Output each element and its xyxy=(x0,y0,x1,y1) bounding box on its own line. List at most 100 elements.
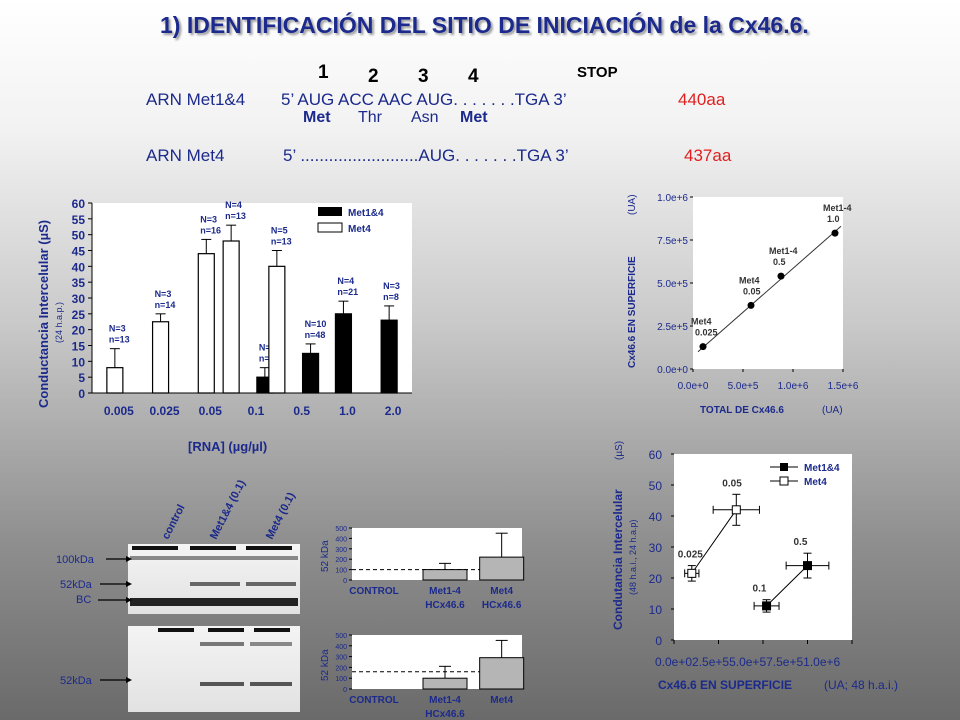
series-line xyxy=(691,509,737,574)
bar-n-label: n=14 xyxy=(155,300,176,310)
point-label: Met1-4 xyxy=(823,203,852,213)
legend-label: Met1&4 xyxy=(804,463,840,474)
plot-area xyxy=(693,197,843,369)
y-tick-label: 50 xyxy=(72,229,86,243)
data-point xyxy=(777,272,785,280)
x-tick-label: 2.0 xyxy=(385,404,402,418)
y-tick-label: 0 xyxy=(343,687,347,694)
bar-n-label: n=13 xyxy=(225,211,246,221)
bar xyxy=(106,367,124,394)
x-tick-label: 0.0e+0 xyxy=(678,381,709,392)
bar xyxy=(197,253,215,394)
point-label: 0.5 xyxy=(773,257,786,267)
y-tick-label: 300 xyxy=(335,547,347,554)
densitometry-chart-bottom: 0 100 200 300 400 500 CONTROL Met1-4 HCx46.6 Met4… xyxy=(320,633,525,720)
point-label: 0.5 xyxy=(794,537,808,548)
y-axis-sublabel: (48 h.a.i., 24 h.a.p) xyxy=(628,519,638,595)
bar xyxy=(422,677,468,690)
bar-n-label: n=21 xyxy=(337,287,358,297)
y-tick-label: 200 xyxy=(335,557,347,564)
bar-n-label: n=8 xyxy=(383,292,399,302)
bar xyxy=(301,352,320,394)
data-point xyxy=(731,505,741,515)
fit-line xyxy=(697,225,842,353)
legend-label: Met4 xyxy=(348,224,371,235)
y-tick-label: 20 xyxy=(72,324,86,338)
point-label: 1.0 xyxy=(827,214,840,224)
rna1-sequence: 5’ AUG ACC AAC AUG. . . . . . .TGA 3’ xyxy=(281,90,567,109)
stop-label: STOP xyxy=(577,64,618,81)
rna1-length: 440aa xyxy=(678,90,726,109)
y-tick-label: 0 xyxy=(655,634,662,648)
bar-n-label: N=5 xyxy=(271,226,288,236)
legend-label: Met4 xyxy=(804,477,827,488)
bar xyxy=(268,265,286,394)
x-tick-label: 0.005 xyxy=(104,404,134,418)
x-tick-label: 1.0 xyxy=(339,404,356,418)
y-axis-unit: (UA) xyxy=(627,194,638,215)
point-label: Met4 xyxy=(739,275,760,285)
legend-label: Met1&4 xyxy=(348,208,384,219)
y-axis-label: 52 kDa xyxy=(320,649,331,681)
bar-n-label: N=3 xyxy=(200,214,217,224)
bar-n-label: N=4 xyxy=(259,343,276,353)
point-label: 0.025 xyxy=(695,328,718,338)
lane-label-met4: Met4 (0.1) xyxy=(264,490,298,541)
bar xyxy=(222,240,240,394)
y-tick-label: 1.0e+6 xyxy=(657,193,688,204)
y-tick-label: 30 xyxy=(649,541,663,555)
y-tick-label: 100 xyxy=(335,568,347,575)
bar-n-label: N=3 xyxy=(383,281,400,291)
point-label: 0.05 xyxy=(743,286,761,296)
slide-title: 1) IDENTIFICACIÓN DEL SITIO DE INICIACIÓ… xyxy=(160,12,809,38)
conductance-vs-surface-chart: 0 10 20 30 40 50 60 0.0e+02.5e+55.0e+57.5e+51.0… xyxy=(611,441,898,692)
y-tick-label: 100 xyxy=(335,676,347,683)
surface-vs-total-chart: 0.0e+0 2.5e+5 5.0e+5 7.5e+5 1.0e+6 0.0e+0 5.0e… xyxy=(627,193,859,416)
data-point xyxy=(699,343,707,351)
y-tick-label: 60 xyxy=(72,197,86,211)
x-tick-label: Met1-4 xyxy=(429,586,461,597)
y-tick-label: 55 xyxy=(72,213,86,227)
y-tick-label: 30 xyxy=(72,292,86,306)
y-tick-label: 500 xyxy=(335,526,347,533)
x-tick-label: 5.0e+5 xyxy=(728,381,759,392)
aa-met-1: Met xyxy=(303,109,331,126)
aa-met-4: Met xyxy=(460,109,488,126)
y-tick-label: 45 xyxy=(72,245,86,259)
y-tick-label: 2.5e+5 xyxy=(657,322,688,333)
bar xyxy=(151,321,170,394)
series-line xyxy=(766,565,808,607)
legend-swatch-met4 xyxy=(317,222,343,233)
x-tick-label: HCx46.6 xyxy=(425,709,465,720)
x-tick-label: 1.0e+6 xyxy=(778,381,809,392)
marker-52kda-top: 52kDa xyxy=(60,579,93,591)
plot-area xyxy=(92,203,412,393)
point-label: Met4 xyxy=(691,317,712,327)
y-tick-label: 25 xyxy=(72,308,86,322)
x-tick-label: Met1-4 xyxy=(429,695,461,706)
marker-bc: BC xyxy=(76,594,91,606)
y-tick-label: 35 xyxy=(72,276,86,290)
bar xyxy=(422,569,468,581)
y-tick-label: 0 xyxy=(343,578,347,585)
y-tick-label: 50 xyxy=(649,479,663,493)
point-label: Met1-4 xyxy=(769,246,798,256)
point-label: 0.025 xyxy=(678,550,703,561)
bar-n-label: n=13 xyxy=(109,335,130,345)
y-axis-label: Condutancia Intercelular xyxy=(611,489,625,630)
x-tick-label: 0.0e+02.5e+55.0e+57.5e+51.0e+6 xyxy=(655,655,841,669)
y-axis-sublabel: (24 h.a.p.) xyxy=(54,302,64,343)
x-tick-label: CONTROL xyxy=(349,586,398,597)
y-tick-label: 20 xyxy=(649,572,663,586)
data-point xyxy=(803,561,812,571)
y-tick-label: 60 xyxy=(649,448,663,462)
lane-label-met14: Met1&4 (0.1) xyxy=(208,478,248,541)
blot-bottom-membrane xyxy=(128,626,300,712)
rna2-sequence: 5’ .........................AUG. . . . .… xyxy=(283,146,569,165)
y-tick-label: 0 xyxy=(78,387,85,401)
y-tick-label: 300 xyxy=(335,655,347,662)
y-tick-label: 7.5e+5 xyxy=(657,236,688,247)
x-tick-label: 0.5 xyxy=(293,404,310,418)
y-tick-label: 40 xyxy=(72,260,86,274)
